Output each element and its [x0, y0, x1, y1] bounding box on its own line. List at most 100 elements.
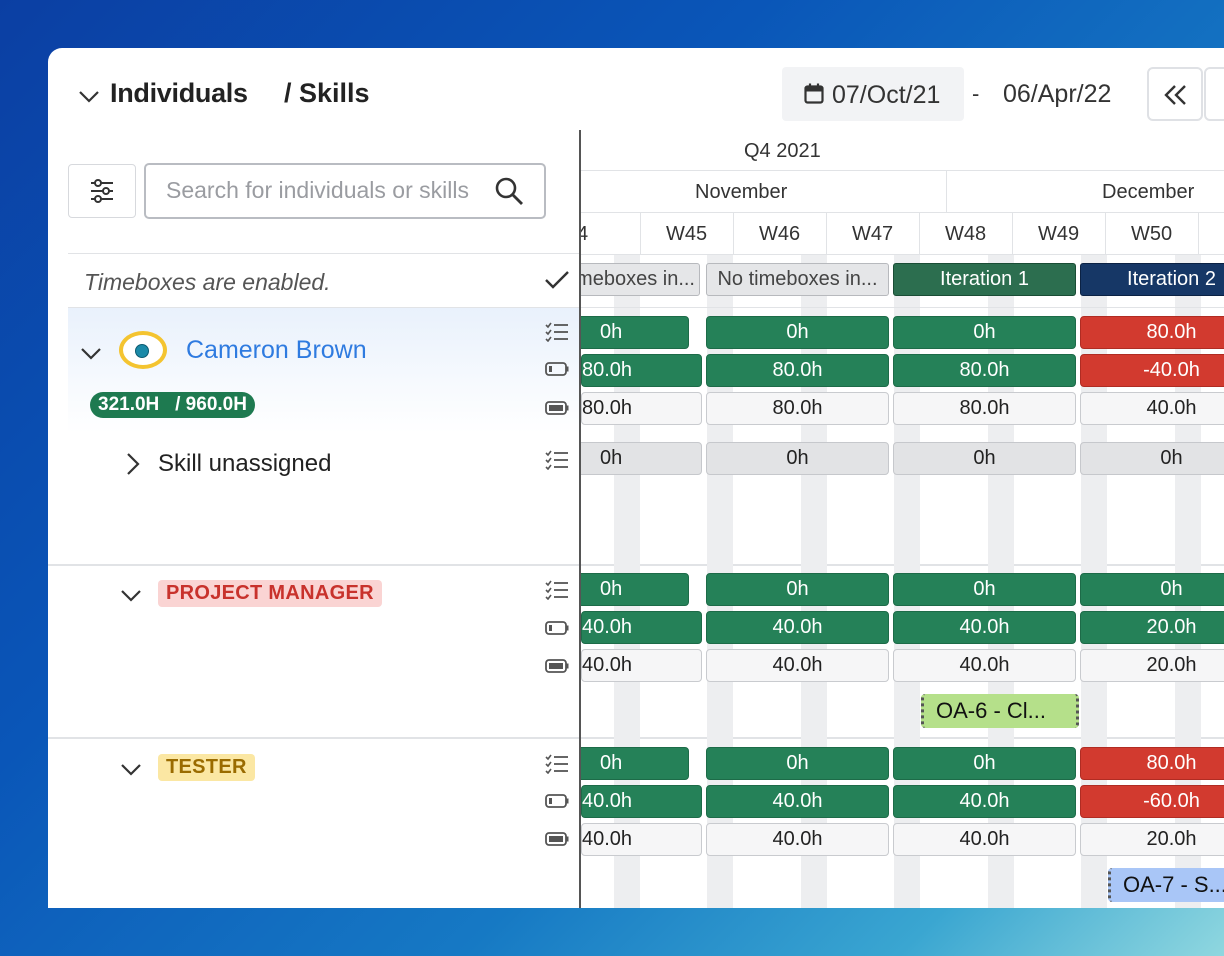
timeline-grid: Q4 2021 November December W44 W45 W46 W4…: [581, 130, 1224, 908]
remaining-cell[interactable]: 20.0h: [1080, 611, 1224, 644]
skill-unassigned-label[interactable]: Skill unassigned: [158, 450, 332, 477]
week-separator: [1105, 212, 1106, 254]
week-separator: [919, 212, 920, 254]
timebox[interactable]: No timeboxes in...: [581, 263, 700, 296]
chevron-down-icon[interactable]: [120, 584, 142, 606]
date-from-picker[interactable]: 07/Oct/21: [782, 67, 964, 121]
search-icon[interactable]: [494, 176, 524, 206]
avatar[interactable]: [119, 331, 167, 369]
check-icon: [545, 271, 569, 289]
task-list-icon: [545, 322, 568, 342]
capacity-cell[interactable]: 0h: [581, 747, 689, 780]
week-separator: [1198, 212, 1199, 254]
total-cell[interactable]: 40.0h: [581, 823, 702, 856]
remaining-cell[interactable]: 40.0h: [893, 611, 1076, 644]
capacity-cell[interactable]: 0h: [893, 316, 1076, 349]
divider: [68, 253, 580, 254]
remaining-cell[interactable]: 40.0h: [581, 611, 702, 644]
timebox-iteration-1[interactable]: Iteration 1: [893, 263, 1076, 296]
chevron-right-icon[interactable]: [124, 452, 142, 476]
capacity-cell[interactable]: 0h: [581, 573, 689, 606]
battery-full-icon: [545, 832, 569, 846]
sub-group-title[interactable]: / Skills: [284, 78, 370, 108]
total-cell[interactable]: 20.0h: [1080, 823, 1224, 856]
remaining-cell[interactable]: 80.0h: [893, 354, 1076, 387]
capacity-cell[interactable]: 0h: [1080, 573, 1224, 606]
unassigned-cell[interactable]: 0h: [706, 442, 889, 475]
total-cell[interactable]: 80.0h: [581, 392, 702, 425]
person-name-link[interactable]: Cameron Brown: [186, 336, 367, 364]
week-label: W50: [1130, 223, 1173, 245]
search-field[interactable]: [144, 163, 546, 219]
next-nav-button[interactable]: [1204, 67, 1224, 121]
remaining-cell[interactable]: 40.0h: [581, 785, 702, 818]
capacity-cell[interactable]: 80.0h: [1080, 747, 1224, 780]
week-label: W45: [665, 223, 708, 245]
capacity-cell[interactable]: 0h: [893, 573, 1076, 606]
total-cell[interactable]: 40.0h: [893, 823, 1076, 856]
date-to-value[interactable]: 06/Apr/22: [1003, 80, 1112, 108]
double-chevron-left-icon: [1164, 85, 1186, 105]
battery-low-icon: [545, 621, 569, 635]
remaining-cell[interactable]: -60.0h: [1080, 785, 1224, 818]
battery-low-icon: [545, 794, 569, 808]
battery-low-icon: [545, 362, 569, 376]
unassigned-cell[interactable]: 0h: [581, 442, 702, 475]
unassigned-cell[interactable]: 0h: [893, 442, 1076, 475]
jump-back-button[interactable]: [1147, 67, 1203, 121]
capacity-cell[interactable]: 0h: [706, 316, 889, 349]
capacity-cell[interactable]: 0h: [706, 573, 889, 606]
week-label: W48: [944, 223, 987, 245]
role-badge-project-manager[interactable]: PROJECT MANAGER: [158, 580, 382, 607]
chevron-down-icon[interactable]: [80, 342, 102, 364]
battery-full-icon: [545, 401, 569, 415]
date-from-value: 07/Oct/21: [832, 81, 941, 109]
total-cell[interactable]: 40.0h: [706, 823, 889, 856]
timebox-iteration-2[interactable]: Iteration 2: [1080, 263, 1224, 296]
task-bar[interactable]: OA-6 - Cl...: [921, 694, 1079, 728]
total-cell[interactable]: 80.0h: [706, 392, 889, 425]
remaining-cell[interactable]: 40.0h: [706, 611, 889, 644]
remaining-cell[interactable]: -40.0h: [1080, 354, 1224, 387]
header-line: [581, 212, 1224, 213]
week-separator: [1012, 212, 1013, 254]
chevron-down-icon[interactable]: [120, 758, 142, 780]
total-cell[interactable]: 40.0h: [706, 649, 889, 682]
task-bar[interactable]: OA-7 - S...: [1108, 868, 1224, 902]
week-label: W47: [851, 223, 894, 245]
pane-divider[interactable]: [579, 130, 581, 908]
total-cell[interactable]: 40.0h: [1080, 392, 1224, 425]
hours-used: 321.0H: [98, 394, 160, 415]
unassigned-cell[interactable]: 0h: [1080, 442, 1224, 475]
week-separator: [826, 212, 827, 254]
week-label: W51: [1198, 223, 1224, 246]
search-input[interactable]: [166, 177, 486, 204]
date-range-separator: -: [972, 81, 980, 106]
timebox-notice: Timeboxes are enabled.: [84, 269, 331, 295]
remaining-cell[interactable]: 80.0h: [706, 354, 889, 387]
month-label: December: [1102, 181, 1195, 203]
chevron-down-icon[interactable]: [78, 85, 100, 107]
month-label: November: [695, 181, 788, 203]
capacity-cell[interactable]: 0h: [706, 747, 889, 780]
capacity-cell[interactable]: 80.0h: [1080, 316, 1224, 349]
total-cell[interactable]: 80.0h: [893, 392, 1076, 425]
role-badge-tester[interactable]: TESTER: [158, 754, 255, 781]
timebox[interactable]: No timeboxes in...: [706, 263, 889, 296]
total-cell[interactable]: 40.0h: [893, 649, 1076, 682]
capacity-cell[interactable]: 0h: [581, 316, 689, 349]
task-list-icon: [545, 450, 568, 470]
remaining-cell[interactable]: 40.0h: [706, 785, 889, 818]
hours-total: / 960.0H: [175, 394, 247, 415]
group-by-title[interactable]: Individuals: [110, 78, 248, 108]
remaining-cell[interactable]: 40.0h: [893, 785, 1076, 818]
filter-button[interactable]: [68, 164, 136, 218]
week-label: W44: [581, 223, 589, 245]
total-cell[interactable]: 40.0h: [581, 649, 702, 682]
header-line: [581, 254, 1224, 255]
header-line: [581, 170, 1224, 171]
total-cell[interactable]: 20.0h: [1080, 649, 1224, 682]
remaining-cell[interactable]: 80.0h: [581, 354, 702, 387]
capacity-cell[interactable]: 0h: [893, 747, 1076, 780]
resource-planner-panel: Individuals / Skills 07/Oct/21 - 06/Apr/…: [48, 48, 1224, 908]
